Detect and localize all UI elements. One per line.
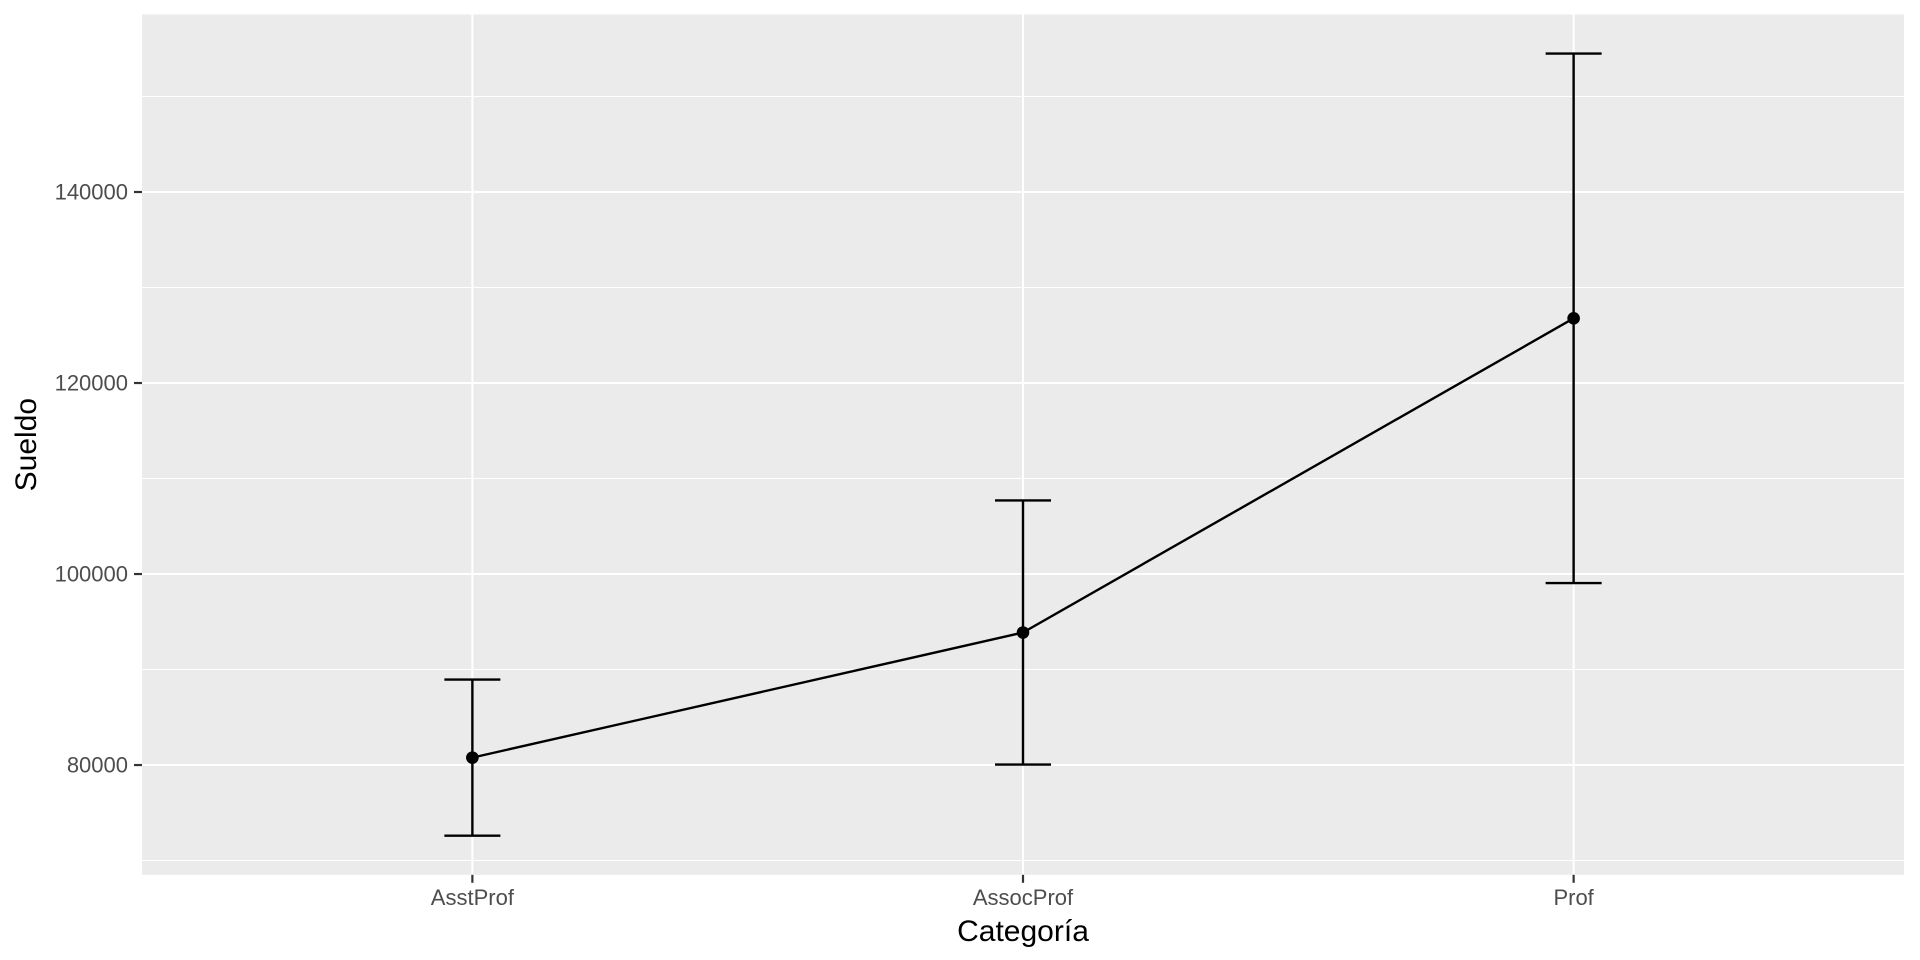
y-tick-label: 80000 [67, 753, 128, 778]
x-tick-label: Prof [1553, 885, 1594, 910]
data-point-prof [1567, 312, 1580, 325]
y-tick-label: 120000 [55, 370, 128, 395]
x-axis-title: Categoría [957, 915, 1089, 948]
y-tick-label: 100000 [55, 562, 128, 587]
data-layer [444, 52, 1602, 837]
data-point-asstprof [466, 751, 479, 764]
y-axis-title: Sueldo [10, 398, 43, 491]
data-point-assocprof [1016, 626, 1030, 639]
axis-layer: 80000 100000 120000 140000 AsstProf AssocProf… [55, 179, 1595, 910]
x-tick-label: AsstProf [431, 885, 515, 910]
y-tick-label: 140000 [55, 179, 128, 204]
x-tick-label: AssocProf [973, 885, 1074, 910]
